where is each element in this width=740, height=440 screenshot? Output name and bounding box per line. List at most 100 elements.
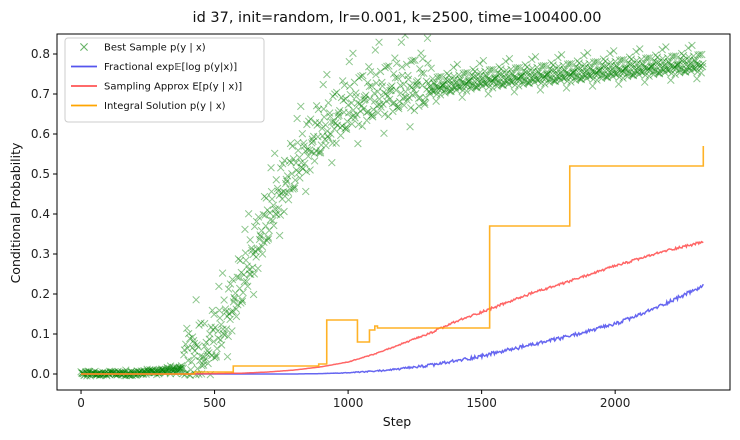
- scatter-point: [657, 61, 665, 70]
- scatter-point: [263, 206, 272, 214]
- scatter-point: [582, 74, 591, 83]
- scatter-point: [534, 67, 543, 76]
- scatter-point: [232, 312, 241, 321]
- scatter-point: [603, 73, 611, 81]
- scatter-point: [660, 66, 668, 74]
- scatter-point: [643, 66, 652, 75]
- scatter-point: [584, 71, 593, 80]
- scatter-point: [316, 147, 325, 155]
- scatter-point: [698, 50, 706, 59]
- scatter-point: [355, 99, 364, 108]
- scatter-point: [626, 60, 634, 69]
- scatter-point: [509, 77, 518, 86]
- scatter-point: [465, 76, 473, 85]
- scatter-point: [212, 353, 220, 361]
- scatter-point: [572, 63, 580, 71]
- scatter-point: [539, 74, 547, 83]
- scatter-point: [502, 66, 510, 75]
- scatter-point: [315, 148, 323, 157]
- scatter-point: [372, 79, 381, 87]
- scatter-point: [322, 141, 330, 150]
- scatter-point: [618, 66, 627, 75]
- scatter-point: [620, 65, 629, 73]
- scatter-point: [456, 76, 465, 84]
- scatter-point: [271, 205, 279, 214]
- scatter-point: [456, 75, 464, 83]
- scatter-point: [234, 255, 243, 263]
- scatter-point: [231, 289, 240, 297]
- scatter-point: [541, 80, 549, 88]
- scatter-point: [610, 69, 619, 78]
- scatter-point: [96, 371, 104, 379]
- scatter-point: [545, 78, 554, 87]
- scatter-point: [543, 70, 552, 79]
- scatter-point: [203, 350, 211, 358]
- scatter-point: [187, 365, 195, 374]
- scatter-point: [436, 91, 445, 99]
- scatter-point: [273, 210, 281, 219]
- scatter-point: [549, 77, 558, 85]
- scatter-point: [585, 59, 593, 68]
- scatter-point: [166, 362, 175, 370]
- scatter-point: [665, 59, 673, 67]
- scatter-point: [433, 90, 441, 98]
- scatter-point: [593, 58, 602, 66]
- scatter-point: [346, 82, 354, 91]
- scatter-point: [431, 86, 439, 95]
- scatter-point: [267, 164, 275, 172]
- scatter-point: [176, 364, 184, 373]
- scatter-point: [663, 53, 672, 62]
- scatter-point: [526, 77, 534, 85]
- scatter-point: [623, 72, 632, 81]
- scatter-point: [469, 65, 477, 74]
- scatter-point: [576, 64, 585, 73]
- scatter-point: [181, 340, 190, 348]
- scatter-point: [229, 298, 238, 306]
- scatter-point: [269, 201, 278, 210]
- scatter-point: [327, 130, 335, 138]
- scatter-point: [320, 113, 328, 121]
- y-tick-label: 0.6: [31, 127, 50, 141]
- scatter-point: [625, 53, 634, 61]
- scatter-point: [653, 53, 662, 61]
- scatter-point: [244, 210, 253, 218]
- scatter-point: [399, 94, 407, 103]
- scatter-point: [211, 323, 219, 332]
- scatter-point: [406, 82, 414, 90]
- scatter-point: [398, 63, 406, 71]
- scatter-point: [170, 366, 179, 374]
- scatter-point: [413, 81, 421, 89]
- scatter-point: [579, 67, 587, 75]
- scatter-point: [640, 63, 649, 72]
- scatter-point: [599, 71, 607, 80]
- scatter-point: [541, 61, 550, 70]
- scatter-point: [227, 307, 236, 316]
- scatter-point: [246, 270, 255, 279]
- scatter-point: [223, 352, 232, 361]
- scatter-point: [239, 288, 247, 297]
- scatter-point: [432, 97, 440, 105]
- scatter-point: [634, 68, 642, 76]
- scatter-point: [262, 194, 271, 202]
- scatter-point: [328, 158, 336, 167]
- scatter-point: [459, 69, 468, 78]
- scatter-point: [525, 78, 533, 87]
- scatter-point: [400, 101, 408, 110]
- scatter-point: [392, 59, 401, 68]
- scatter-point: [353, 110, 361, 119]
- scatter-point: [510, 73, 518, 81]
- scatter-point: [527, 74, 535, 82]
- scatter-point: [380, 129, 388, 138]
- scatter-point: [286, 185, 294, 193]
- scatter-point: [457, 82, 465, 91]
- scatter-point: [646, 63, 655, 71]
- scatter-point: [692, 64, 700, 72]
- scatter-point: [420, 69, 428, 78]
- scatter-point: [432, 82, 440, 91]
- scatter-point: [611, 57, 619, 66]
- scatter-point: [253, 245, 262, 253]
- y-tick-label: 0.5: [31, 167, 50, 181]
- scatter-point: [556, 68, 564, 77]
- scatter-point: [206, 330, 214, 338]
- scatter-point: [246, 236, 254, 244]
